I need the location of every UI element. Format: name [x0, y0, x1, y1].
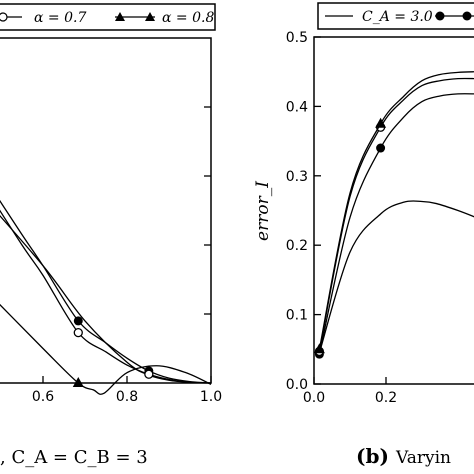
caption-b: Varyin [395, 448, 451, 468]
series-line [0, 303, 212, 395]
data-point-filled-circle [376, 143, 386, 153]
x-ticks-b: 0.0 0.2 [303, 377, 397, 406]
legend-a-triangle-2 [145, 12, 155, 21]
series-line [0, 214, 212, 384]
data-point-filled-triangle [72, 377, 84, 387]
data-point-filled-triangle [313, 343, 325, 354]
legend-a-open-circle [0, 12, 8, 22]
legend-b-filled-circle [435, 11, 445, 21]
y-ticks-a [204, 106, 211, 315]
series-group-b [313, 71, 474, 359]
x-tick-label: 1.0 [200, 389, 222, 405]
x-ticks-a: 0.6 0.8 1.0 [32, 376, 222, 405]
y-ticks-b: 0.0 0.1 0.2 0.3 0.4 0.5 [286, 30, 321, 393]
legend-b-filled-circle-2 [462, 11, 472, 21]
panel-a: α = 0.7 α = 0.8 0.6 0.8 1.0 , C_A = C_B = … [0, 3, 222, 468]
series-line [318, 77, 474, 352]
x-tick-label: 0.6 [32, 389, 54, 405]
y-tick-label: 0.4 [286, 99, 308, 115]
data-point-open-circle [73, 327, 83, 338]
caption-b-tag: (b) [356, 444, 389, 468]
series-line [0, 209, 212, 384]
y-tick-label: 0.3 [286, 169, 308, 185]
series-line [318, 200, 474, 353]
caption-a: , C_A = C_B = 3 [0, 447, 148, 468]
y-tick-label: 0.5 [286, 30, 308, 46]
y-axis-label-b: error_I [253, 181, 273, 241]
data-point-filled-circle [73, 316, 83, 326]
x-tick-label: 0.8 [116, 389, 138, 405]
x-tick-label: 0.0 [303, 390, 325, 406]
legend-b-label-1: C_A = 3.0 [362, 9, 433, 25]
data-point-open-circle [144, 369, 154, 379]
series-line [318, 71, 474, 350]
series-group-a [0, 199, 212, 395]
legend-a-label-1: α = 0.7 [34, 10, 86, 26]
plot-frame-b [313, 36, 474, 385]
plot-frame-a [0, 37, 212, 384]
legend-a-label-2: α = 0.8 [162, 10, 214, 26]
x-tick-label: 0.2 [375, 390, 397, 406]
panel-b: C_A = 3.0 error_I 0.0 0.1 0.2 0.3 0.4 0.5 0.0… [253, 2, 474, 468]
series-line [0, 199, 212, 384]
y-tick-label: 0.0 [286, 377, 308, 393]
series-line [318, 93, 474, 355]
data-point-filled-triangle [375, 117, 387, 128]
legend-a-box [0, 3, 216, 31]
y-tick-label: 0.2 [286, 238, 308, 254]
legend-a-triangle-1 [115, 12, 125, 21]
y-tick-label: 0.1 [286, 308, 308, 324]
legend-a: α = 0.7 α = 0.8 [0, 3, 216, 31]
legend-b: C_A = 3.0 [317, 2, 474, 30]
